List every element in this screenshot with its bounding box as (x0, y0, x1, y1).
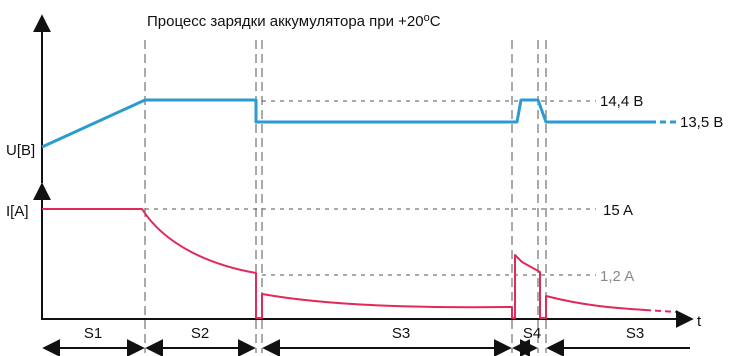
reference-lines (145, 100, 596, 276)
title-suffix: C (430, 13, 441, 30)
label-1-2a: 1,2 A (600, 268, 634, 285)
stage-label-s3b: S3 (626, 325, 644, 342)
label-14-4v: 14,4 В (600, 93, 643, 110)
stage-label-s2: S2 (191, 325, 209, 342)
stage-dividers (144, 40, 547, 353)
title-superscript: o (424, 12, 430, 24)
label-15a: 15 A (603, 202, 633, 219)
voltage-axis-label: U[B] (6, 142, 35, 159)
title-main: Процесс зарядки аккумулятора при +20 (147, 13, 424, 30)
stage-label-s1: S1 (84, 325, 102, 342)
current-series-line (42, 208, 646, 319)
stage-label-s3: S3 (392, 325, 410, 342)
time-axis-label: t (697, 313, 702, 330)
current-series-tail (644, 309, 677, 313)
current-axis-label: I[A] (6, 203, 29, 220)
stage-label-s4: S4 (523, 325, 541, 342)
chart-title: Процесс зарядки аккумулятора при +20oC (147, 12, 441, 30)
label-13-5v: 13,5 В (680, 114, 723, 131)
voltage-series-line (41, 98, 650, 149)
